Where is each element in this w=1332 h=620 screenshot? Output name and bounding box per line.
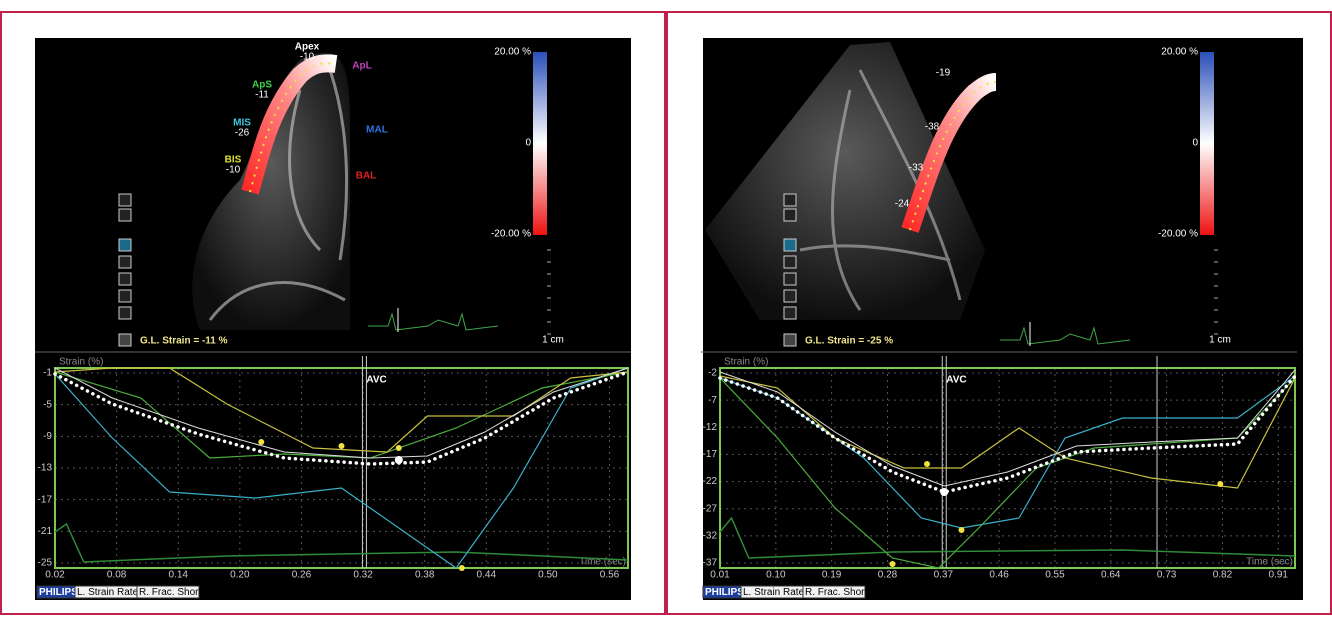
segment-value: -26 bbox=[235, 128, 250, 139]
x-tick-label: 0.82 bbox=[1213, 570, 1233, 581]
y-axis-label: Strain (%) bbox=[59, 357, 103, 368]
segment-name: BAL bbox=[356, 171, 377, 182]
x-tick-label: 0.02 bbox=[45, 570, 65, 581]
x-tick-label: 0.37 bbox=[934, 570, 954, 581]
x-tick-label: 0.32 bbox=[353, 570, 373, 581]
y-tick-label: -21 bbox=[38, 526, 53, 537]
segment-value: -10 bbox=[226, 165, 241, 176]
tab-label: L. Strain Rate bbox=[77, 587, 139, 598]
peak-dot bbox=[940, 488, 948, 496]
avc-label: AVC bbox=[366, 375, 386, 386]
x-tick-label: 0.19 bbox=[822, 570, 842, 581]
segment-name: MAL bbox=[366, 125, 388, 136]
tab-label: PHILIPS bbox=[39, 587, 78, 598]
tab-label: R. Frac. Short bbox=[805, 587, 867, 598]
scale-unit: 1 cm bbox=[542, 335, 564, 346]
x-tick-label: 0.08 bbox=[107, 570, 127, 581]
tool-icon[interactable] bbox=[119, 273, 131, 285]
peak-dot bbox=[890, 561, 896, 567]
global-strain: G.L. Strain = -11 % bbox=[140, 336, 228, 347]
x-tick-label: 0.26 bbox=[292, 570, 312, 581]
y-tick-label: -37 bbox=[703, 558, 718, 569]
y-tick-label: -32 bbox=[703, 530, 718, 541]
x-tick-label: 0.28 bbox=[878, 570, 898, 581]
x-tick-label: 0.44 bbox=[477, 570, 497, 581]
y-tick-label: -17 bbox=[38, 494, 53, 505]
y-tick-label: -7 bbox=[708, 395, 717, 406]
scale-bottom: -20.00 % bbox=[491, 229, 531, 240]
x-tick-label: 0.46 bbox=[989, 570, 1009, 581]
tool-icon[interactable] bbox=[119, 334, 131, 346]
tool-icon[interactable] bbox=[119, 239, 131, 251]
x-tick-label: 0.73 bbox=[1157, 570, 1177, 581]
peak-dot bbox=[924, 461, 930, 467]
color-scale bbox=[533, 52, 547, 235]
tool-icon[interactable] bbox=[784, 290, 796, 302]
peak-dot bbox=[459, 565, 465, 571]
peak-dot bbox=[339, 443, 345, 449]
x-tick-label: 0.91 bbox=[1269, 570, 1289, 581]
scale-unit: 1 cm bbox=[1209, 335, 1231, 346]
peak-dot bbox=[395, 456, 403, 464]
y-axis-label: Strain (%) bbox=[724, 357, 768, 368]
segment-value: -38 bbox=[925, 122, 940, 133]
y-tick-label: -22 bbox=[703, 476, 718, 487]
y-tick-label: -2 bbox=[708, 368, 717, 379]
color-scale bbox=[1200, 52, 1214, 235]
tool-icon[interactable] bbox=[784, 256, 796, 268]
scale-mid: 0 bbox=[525, 138, 531, 149]
tool-icon[interactable] bbox=[119, 209, 131, 221]
tool-icon[interactable] bbox=[119, 194, 131, 206]
tool-icon[interactable] bbox=[119, 256, 131, 268]
y-tick-label: -1 bbox=[43, 368, 52, 379]
x-axis-label: Time (sec) bbox=[1246, 557, 1293, 568]
x-tick-label: 0.20 bbox=[230, 570, 250, 581]
y-tick-label: -25 bbox=[38, 558, 53, 569]
x-tick-label: 0.14 bbox=[168, 570, 188, 581]
y-tick-label: -13 bbox=[38, 463, 53, 474]
peak-dot bbox=[1217, 481, 1223, 487]
tool-icon[interactable] bbox=[784, 307, 796, 319]
global-strain: G.L. Strain = -25 % bbox=[805, 336, 893, 347]
screenshot: Apex-10ApS-11ApLMIS-26MALBIS-10BAL20.00 … bbox=[0, 0, 1332, 615]
x-tick-label: 0.10 bbox=[766, 570, 786, 581]
avc-label: AVC bbox=[946, 375, 966, 386]
tab-label: R. Frac. Short bbox=[139, 587, 201, 598]
tab-label: L. Strain Rate bbox=[743, 587, 805, 598]
y-tick-label: -27 bbox=[703, 503, 718, 514]
y-tick-label: -17 bbox=[703, 449, 718, 460]
segment-value: -10 bbox=[300, 52, 315, 63]
scale-bottom: -20.00 % bbox=[1158, 229, 1198, 240]
tool-icon[interactable] bbox=[119, 307, 131, 319]
segment-value: -11 bbox=[255, 90, 269, 101]
segment-value: -33 bbox=[909, 163, 924, 174]
segment-value: -19 bbox=[936, 68, 951, 79]
x-tick-label: 0.64 bbox=[1101, 570, 1121, 581]
tool-icon[interactable] bbox=[784, 239, 796, 251]
scale-mid: 0 bbox=[1192, 138, 1198, 149]
x-tick-label: 0.56 bbox=[600, 570, 620, 581]
tab-label: PHILIPS bbox=[705, 587, 744, 598]
tool-icon[interactable] bbox=[784, 273, 796, 285]
x-tick-label: 0.50 bbox=[538, 570, 558, 581]
x-tick-label: 0.38 bbox=[415, 570, 435, 581]
scale-top: 20.00 % bbox=[494, 47, 531, 58]
peak-dot bbox=[258, 439, 264, 445]
x-tick-label: 0.55 bbox=[1045, 570, 1065, 581]
peak-dot bbox=[959, 527, 965, 533]
segment-value: -24 bbox=[895, 199, 910, 210]
tool-icon[interactable] bbox=[784, 334, 796, 346]
y-tick-label: -12 bbox=[703, 422, 718, 433]
y-tick-label: -5 bbox=[43, 399, 52, 410]
x-tick-label: 0.01 bbox=[710, 570, 730, 581]
scale-top: 20.00 % bbox=[1161, 47, 1198, 58]
tool-icon[interactable] bbox=[784, 209, 796, 221]
tool-icon[interactable] bbox=[119, 290, 131, 302]
segment-name: ApL bbox=[352, 61, 371, 72]
tool-icon[interactable] bbox=[784, 194, 796, 206]
peak-dot bbox=[396, 445, 402, 451]
y-tick-label: -9 bbox=[43, 431, 52, 442]
